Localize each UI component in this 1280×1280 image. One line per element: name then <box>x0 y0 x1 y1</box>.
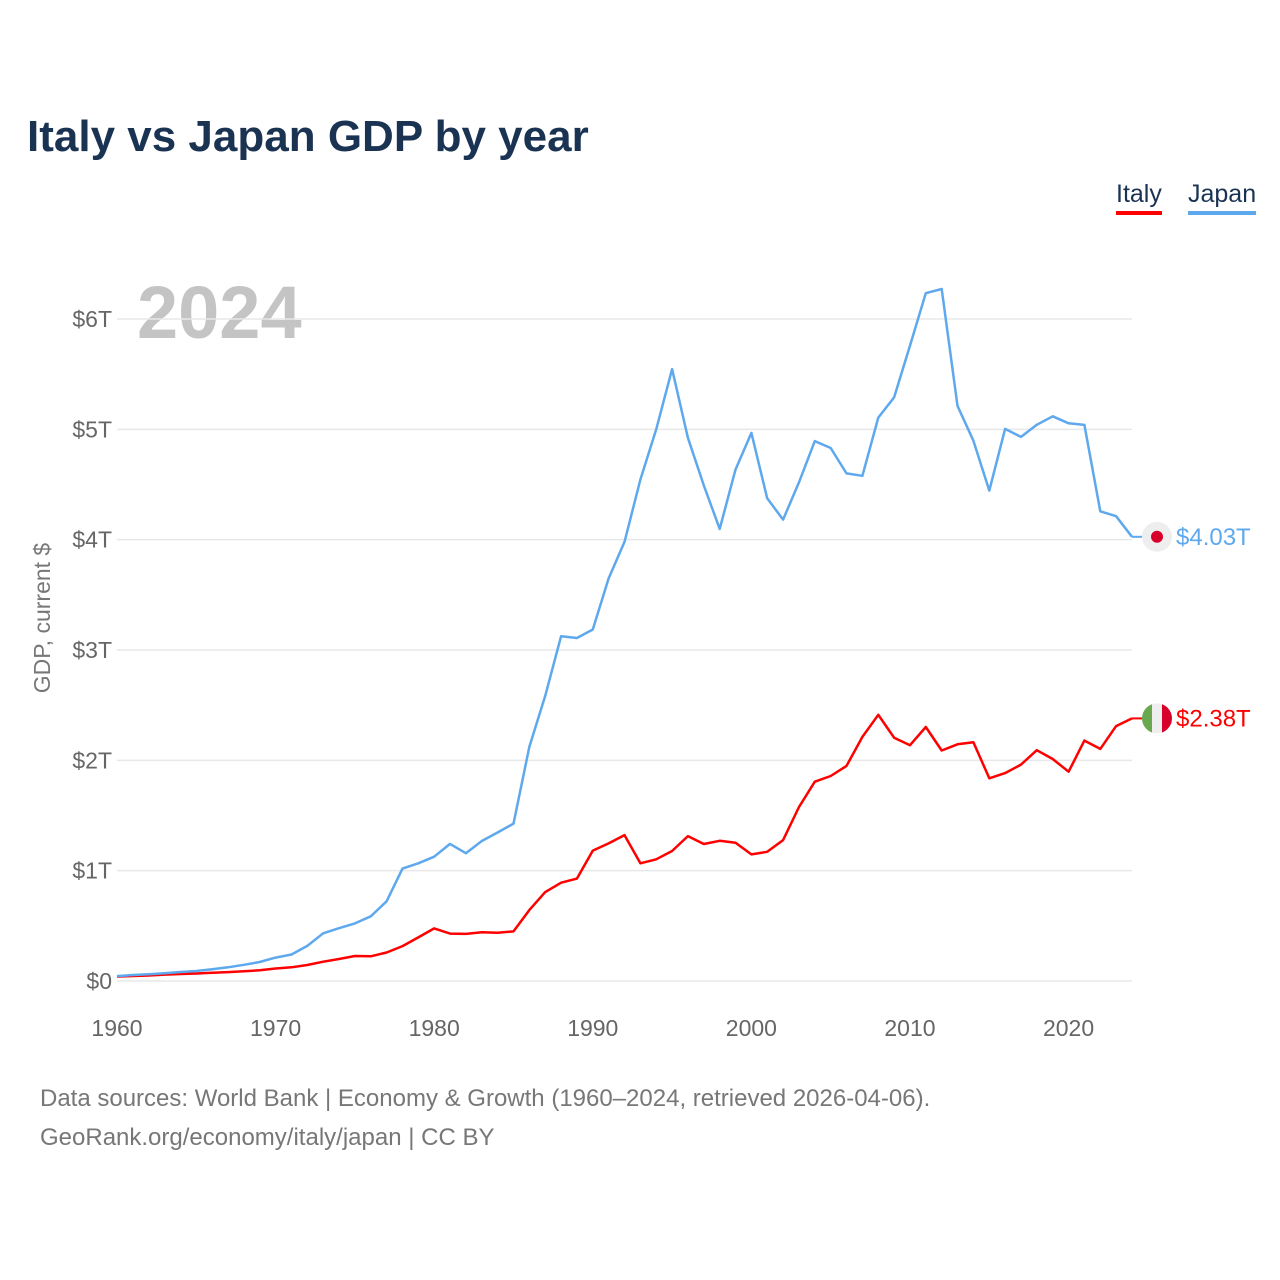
end-value-label-italy: $2.38T <box>1176 705 1251 732</box>
footer-attribution[interactable]: GeoRank.org/economy/italy/japan | CC BY <box>40 1124 495 1151</box>
series-line-italy <box>116 713 1133 978</box>
x-tick-label: 1960 <box>91 1015 142 1041</box>
y-axis-label: GDP, current $ <box>29 543 55 694</box>
series-line-japan <box>116 287 1133 978</box>
x-tick-label: 1990 <box>567 1015 618 1041</box>
end-value-label-japan: $4.03T <box>1176 524 1251 551</box>
y-tick-label: $0 <box>86 968 112 994</box>
flag-stripe <box>1152 703 1162 734</box>
x-tick-label: 2010 <box>884 1015 935 1041</box>
flag-stripe <box>1162 703 1172 734</box>
y-tick-label: $4T <box>72 527 112 553</box>
legend-japan[interactable]: Japan <box>1188 180 1257 215</box>
y-tick-label: $1T <box>72 858 112 884</box>
x-tick-label: 2020 <box>1043 1015 1094 1041</box>
year-watermark: 2024 <box>137 271 302 354</box>
y-tick-label: $2T <box>72 747 112 773</box>
x-tick-label: 2000 <box>726 1015 777 1041</box>
japan-flag-sun <box>1151 530 1163 543</box>
y-tick-label: $6T <box>72 306 112 332</box>
footer-sources: Data sources: World Bank | Economy & Gro… <box>40 1085 931 1112</box>
y-tick-label: $5T <box>72 416 112 442</box>
x-tick-label: 1970 <box>250 1015 301 1041</box>
legend-italy[interactable]: Italy <box>1116 180 1162 215</box>
italy-flag-icon <box>1142 703 1172 734</box>
y-tick-label: $3T <box>72 637 112 663</box>
flag-stripe <box>1142 703 1152 734</box>
chart-title: Italy vs Japan GDP by year <box>27 112 589 161</box>
x-tick-label: 1980 <box>409 1015 460 1041</box>
